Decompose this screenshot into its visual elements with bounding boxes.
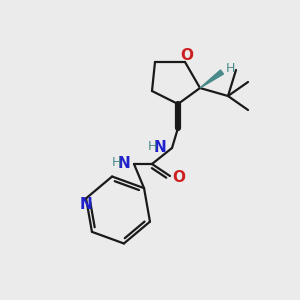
Text: O: O (172, 169, 185, 184)
Text: O: O (181, 47, 194, 62)
Text: N: N (154, 140, 166, 154)
Polygon shape (200, 70, 224, 88)
Text: N: N (118, 155, 130, 170)
Text: H: H (225, 62, 235, 76)
Text: H: H (147, 140, 157, 154)
Text: H: H (111, 157, 121, 169)
Text: N: N (80, 197, 92, 212)
